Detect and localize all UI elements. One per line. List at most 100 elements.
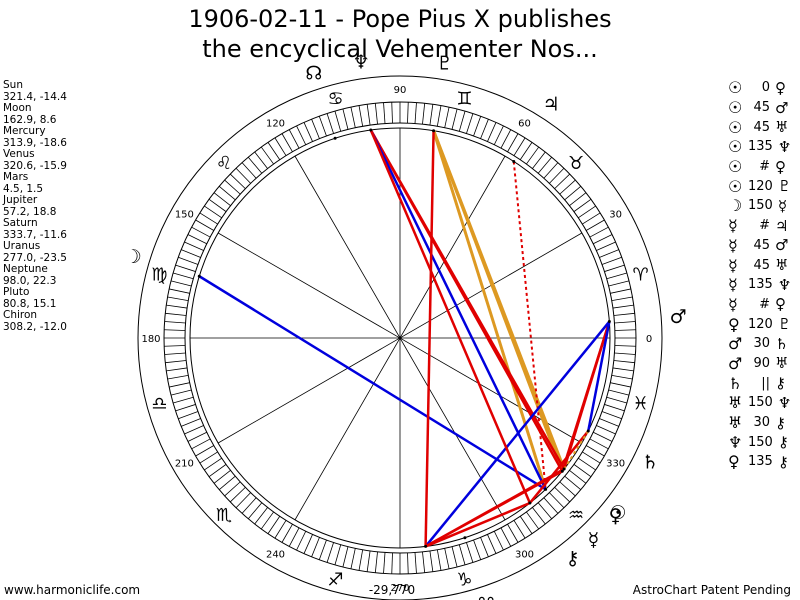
aspect-row: ♀ 135 ⚷ xyxy=(728,452,791,472)
ring-tick xyxy=(487,534,497,554)
ring-tick xyxy=(429,104,434,126)
ring-tick xyxy=(247,156,263,174)
ring-tick xyxy=(199,451,218,464)
degree-label: 210 xyxy=(175,459,194,470)
aspect-planet-2: ♄ xyxy=(775,334,789,353)
aspect-planet-1: ♅ xyxy=(728,393,743,413)
aspect-planet-2: ♆ xyxy=(777,393,792,412)
aspect-row: ♅ 30 ⚷ xyxy=(728,413,791,433)
ring-tick xyxy=(169,382,190,388)
aspect-row: ♆ 150 ⚷ xyxy=(728,432,791,452)
virgo-sign-icon: ♍ xyxy=(151,265,167,286)
ring-tick xyxy=(599,249,619,258)
ring-tick xyxy=(589,226,609,238)
ring-tick xyxy=(178,411,199,420)
ring-tick xyxy=(218,185,236,201)
planet-name-neptune: Neptune xyxy=(3,263,48,275)
degree-label: 60 xyxy=(518,118,531,129)
ring-tick xyxy=(187,431,207,442)
aspect-planet-2: ♆ xyxy=(777,137,792,156)
ring-tick xyxy=(213,470,231,484)
ring-tick xyxy=(549,492,565,509)
taurus-sign-icon: ♉ xyxy=(568,153,584,174)
ring-tick xyxy=(578,205,596,219)
capricorn-sign-icon: ♑ xyxy=(456,570,472,591)
aspect-row: ☽ 150 ☿ xyxy=(728,196,791,216)
aspect-line-mars-sun xyxy=(562,321,611,470)
ring-tick xyxy=(444,107,450,128)
planet-coords-jupiter: 57.2, 18.8 xyxy=(3,205,57,218)
ring-tick xyxy=(614,352,636,355)
degree-label: 270 xyxy=(390,583,409,594)
degree-label: 330 xyxy=(606,459,625,470)
mars-marker xyxy=(607,320,611,324)
ring-tick xyxy=(582,212,601,225)
ring-tick xyxy=(612,304,634,309)
planet-name-mercury: Mercury xyxy=(3,125,46,137)
ring-tick xyxy=(458,544,466,565)
degree-label: 120 xyxy=(266,118,285,129)
ring-tick xyxy=(480,119,489,139)
planet-name-uranus: Uranus xyxy=(3,240,41,252)
ring-tick xyxy=(414,102,417,124)
aspect-angle: 45 xyxy=(753,237,770,253)
ring-tick xyxy=(559,481,576,497)
ring-tick xyxy=(374,103,378,125)
south-node-glyph-icon: ☋ xyxy=(478,593,495,600)
ring-tick xyxy=(500,129,512,149)
ring-tick xyxy=(350,107,356,128)
ring-tick xyxy=(500,527,512,547)
ring-tick xyxy=(267,516,281,534)
libra-sign-icon: ♎ xyxy=(151,393,167,414)
ring-tick xyxy=(610,382,631,388)
ring-tick xyxy=(611,296,633,302)
ring-tick xyxy=(208,464,227,478)
aspect-line-neptune-venus xyxy=(369,129,564,472)
ring-tick xyxy=(181,249,201,258)
aspect-row: ☿ # ♀ xyxy=(728,295,791,315)
ring-tick xyxy=(274,137,287,156)
ring-tick xyxy=(318,116,327,137)
aspect-line-neptune-chiron xyxy=(369,129,532,504)
ring-tick xyxy=(184,241,204,251)
ring-tick xyxy=(254,507,268,525)
aspect-planet-1: ♅ xyxy=(728,413,743,433)
saturn-glyph-icon: ♄ xyxy=(642,452,659,474)
ring-tick xyxy=(614,329,636,331)
ring-tick xyxy=(204,457,222,471)
planet-name-sun: Sun xyxy=(3,79,23,91)
ring-tick xyxy=(532,151,546,169)
aspect-planet-2: ⚷ xyxy=(775,413,786,432)
ring-tick xyxy=(599,418,619,427)
ring-tick xyxy=(559,179,576,195)
ring-tick xyxy=(596,425,616,435)
planet-coords-moon: 162.9, 8.6 xyxy=(3,113,57,126)
ring-tick xyxy=(473,539,482,560)
planet-coords-mercury: 313.9, -18.6 xyxy=(3,136,67,149)
uranus-marker xyxy=(424,544,428,548)
neptune-marker xyxy=(369,128,373,132)
ring-tick xyxy=(229,173,246,189)
ring-tick xyxy=(165,312,187,316)
ring-tick xyxy=(254,151,268,169)
planet-coords-uranus: 277.0, -23.5 xyxy=(3,251,67,264)
ring-tick xyxy=(444,548,450,569)
footer-website: www.harmoniclife.com xyxy=(4,583,141,597)
planet-name-moon: Moon xyxy=(3,102,32,114)
ring-tick xyxy=(326,113,334,134)
mars-glyph-icon: ♂ xyxy=(670,306,687,328)
ring-tick xyxy=(350,548,356,569)
aspect-row: ♂ 90 ♅ xyxy=(728,354,791,374)
ring-tick xyxy=(487,122,497,142)
ring-tick xyxy=(303,122,313,142)
ring-tick xyxy=(260,146,274,165)
ring-tick xyxy=(247,502,263,520)
planet-name-mars: Mars xyxy=(3,171,29,183)
aspect-row: ☉ 120 ♇ xyxy=(728,176,791,196)
jupiter-marker xyxy=(512,159,516,163)
ring-tick xyxy=(564,185,582,201)
aspect-planet-1: ☉ xyxy=(728,98,743,118)
saturn-marker xyxy=(586,429,590,433)
aspect-row: ♄ || ⚷ xyxy=(728,373,791,393)
aspect-angle: 45 xyxy=(753,257,770,273)
